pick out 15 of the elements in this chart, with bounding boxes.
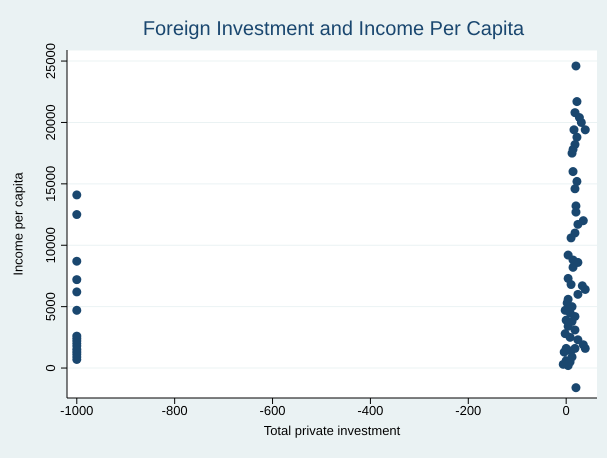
x-tick-label: -400	[357, 403, 384, 418]
x-tick-label: 0	[562, 403, 570, 418]
x-tick-label: -200	[455, 403, 482, 418]
y-tick-label: 15000	[43, 166, 58, 202]
y-tick-label: 0	[43, 364, 58, 372]
x-tick-label: -600	[260, 403, 286, 418]
x-axis-title: Total private investment	[264, 423, 401, 438]
x-tick-label: -800	[162, 403, 188, 418]
y-tick-label: 25000	[43, 42, 58, 80]
y-tick-label: 5000	[43, 292, 58, 322]
y-axis-title: Income per capita	[10, 172, 26, 276]
y-tick-label: 20000	[43, 104, 58, 141]
y-tick-label: 10000	[43, 227, 58, 264]
chart-title: Foreign Investment and Income Per Capita	[142, 18, 526, 41]
x-tick-label: -1000	[60, 403, 94, 418]
